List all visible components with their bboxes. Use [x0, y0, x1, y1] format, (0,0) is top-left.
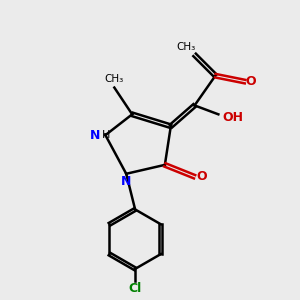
Text: H: H — [95, 130, 110, 140]
Text: N: N — [121, 175, 131, 188]
Text: OH: OH — [223, 111, 244, 124]
Text: CH₃: CH₃ — [105, 74, 124, 84]
Text: O: O — [197, 170, 207, 183]
Text: N: N — [90, 129, 100, 142]
Text: Cl: Cl — [128, 282, 142, 295]
Text: O: O — [246, 75, 256, 88]
Text: CH₃: CH₃ — [176, 43, 195, 52]
